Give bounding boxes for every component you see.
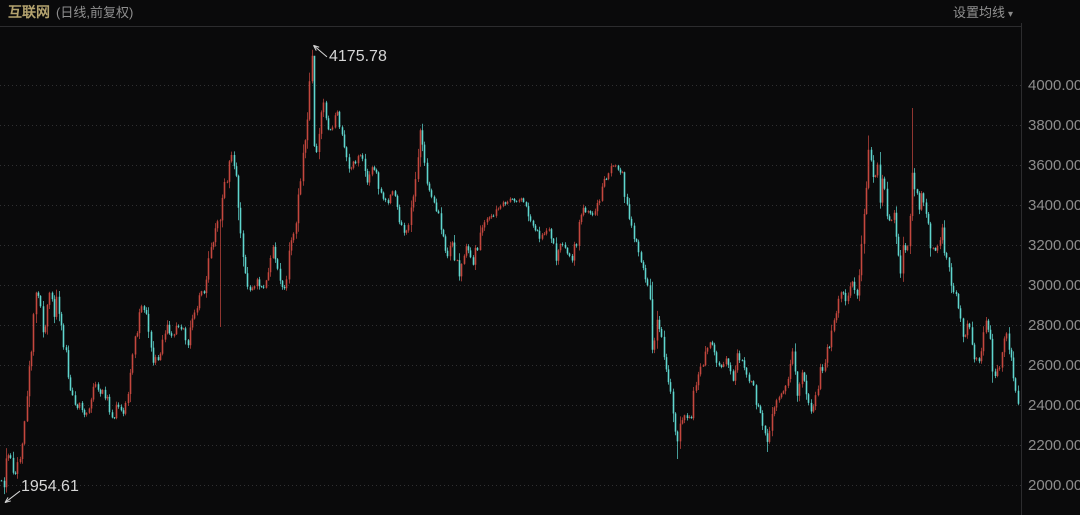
max-annotation-arrow-head xyxy=(313,45,317,51)
y-axis-tick: 3400.00 xyxy=(1028,196,1080,214)
y-axis-tick: 3200.00 xyxy=(1028,236,1080,254)
max-price-annotation: 4175.78 xyxy=(329,47,387,65)
y-axis-tick: 3000.00 xyxy=(1028,276,1080,294)
ma-settings-dropdown[interactable]: 设置均线 ▾ xyxy=(953,0,1013,27)
candles-up-bodies xyxy=(5,55,1008,488)
y-axis-tick: 2800.00 xyxy=(1028,316,1080,334)
chart-header: 互联网 (日线,前复权) 设置均线 ▾ xyxy=(0,0,1021,27)
max-annotation-arrow-head xyxy=(313,44,320,48)
candles-up-wicks xyxy=(6,49,1007,493)
candles-down-bodies xyxy=(0,55,1020,488)
y-axis-tick: 2000.00 xyxy=(1028,476,1080,494)
min-price-annotation: 1954.61 xyxy=(21,478,79,496)
caret-down-icon: ▾ xyxy=(1007,9,1013,20)
y-axis-tick: 3600.00 xyxy=(1028,156,1080,174)
min-annotation-arrow-head xyxy=(4,500,11,504)
y-axis-tick: 2400.00 xyxy=(1028,396,1080,414)
min-annotation-arrow xyxy=(4,490,21,503)
timeframe-adjustment-label: (日线,前复权) xyxy=(56,5,134,20)
instrument-title: 互联网 xyxy=(8,4,50,20)
y-axis-tick: 2600.00 xyxy=(1028,356,1080,374)
y-axis-tick: 3800.00 xyxy=(1028,116,1080,134)
y-axis-tick: 4000.00 xyxy=(1028,76,1080,94)
y-axis-tick: 2200.00 xyxy=(1028,436,1080,454)
ma-settings-label: 设置均线 xyxy=(952,5,1005,20)
candles-down-wicks xyxy=(1,57,1019,495)
min-annotation-arrow-head xyxy=(4,497,9,503)
max-annotation-arrow xyxy=(313,44,328,58)
